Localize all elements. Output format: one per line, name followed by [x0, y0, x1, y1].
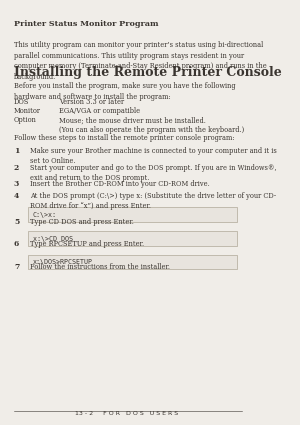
Text: 6: 6 — [14, 241, 19, 248]
Text: EGA/VGA or compatible: EGA/VGA or compatible — [59, 107, 140, 115]
FancyBboxPatch shape — [28, 232, 237, 246]
Text: Installing the Remote Printer Console: Installing the Remote Printer Console — [14, 65, 282, 79]
Text: 5: 5 — [14, 218, 19, 226]
Text: Follow the instructions from the installer.: Follow the instructions from the install… — [30, 263, 170, 271]
Text: C:\>x:: C:\>x: — [33, 212, 57, 218]
Text: Mouse; the mouse driver must be installed.
(You can also operate the program wit: Mouse; the mouse driver must be installe… — [59, 116, 244, 134]
Text: x:\DOS>RPCSETUP: x:\DOS>RPCSETUP — [33, 259, 93, 265]
Text: Monitor: Monitor — [14, 107, 41, 115]
Text: x:\>CD DOS: x:\>CD DOS — [33, 236, 73, 242]
FancyBboxPatch shape — [28, 255, 237, 269]
Text: This utility program can monitor your printer’s status using bi-directional
para: This utility program can monitor your pr… — [14, 42, 267, 81]
Text: Make sure your Brother machine is connected to your computer and it is
set to On: Make sure your Brother machine is connec… — [30, 147, 277, 165]
FancyBboxPatch shape — [28, 207, 237, 222]
Text: Printer Status Monitor Program: Printer Status Monitor Program — [14, 20, 158, 28]
Text: 3: 3 — [14, 180, 19, 187]
Text: 2: 2 — [14, 164, 19, 172]
Text: 4: 4 — [14, 192, 19, 200]
Text: Version 3.3 or later: Version 3.3 or later — [59, 98, 124, 106]
Text: Start your computer and go to the DOS prompt. If you are in Windows®,
exit and r: Start your computer and go to the DOS pr… — [30, 164, 277, 181]
Text: Follow these steps to install the remote printer console program:: Follow these steps to install the remote… — [14, 134, 235, 142]
Text: Type CD DOS and press Enter.: Type CD DOS and press Enter. — [30, 218, 134, 226]
Text: DOS: DOS — [14, 98, 29, 106]
Text: 7: 7 — [14, 263, 19, 271]
Text: 13 - 2     F O R   D O S   U S E R S: 13 - 2 F O R D O S U S E R S — [75, 411, 178, 416]
Text: Option: Option — [14, 116, 37, 124]
Text: At the DOS prompt (C:\>) type x: (Substitute the drive letter of your CD-
ROM dr: At the DOS prompt (C:\>) type x: (Substi… — [30, 192, 276, 210]
Text: 1: 1 — [14, 147, 19, 155]
Text: Type RPCSETUP and press Enter.: Type RPCSETUP and press Enter. — [30, 241, 144, 248]
Text: Before you install the program, make sure you have the following
hardware and so: Before you install the program, make sur… — [14, 82, 236, 101]
Text: Insert the Brother CD-ROM into your CD-ROM drive.: Insert the Brother CD-ROM into your CD-R… — [30, 180, 210, 187]
